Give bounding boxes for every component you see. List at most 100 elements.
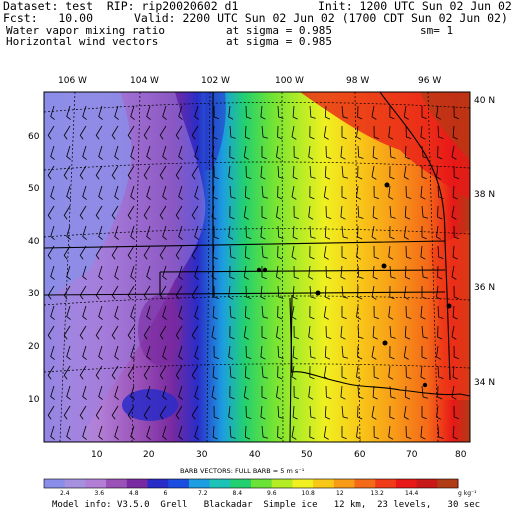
wind-barb xyxy=(451,385,457,400)
wind-barb xyxy=(82,265,87,280)
wind-barb xyxy=(291,365,297,380)
wind-barb xyxy=(308,265,314,280)
wind-barb xyxy=(341,246,347,260)
wind-barb xyxy=(159,165,167,180)
wind-barb xyxy=(357,265,364,279)
wind-barb xyxy=(388,365,394,380)
wind-barb xyxy=(229,245,236,259)
wind-barb xyxy=(162,225,167,240)
wind-barb xyxy=(437,145,443,160)
wind-barb xyxy=(261,386,267,400)
wind-barb xyxy=(453,105,460,120)
grid-y-40: 40 xyxy=(28,237,40,247)
wind-barb xyxy=(212,365,218,380)
wind-barb xyxy=(453,345,460,360)
wind-barb xyxy=(308,325,314,340)
wind-barb xyxy=(143,285,151,300)
wind-barb xyxy=(421,106,427,120)
wind-barb xyxy=(276,205,281,220)
lon-label-100w: 100 W xyxy=(275,76,304,86)
wind-barb xyxy=(371,165,377,180)
colorbar-swatch xyxy=(230,479,252,488)
wind-barb xyxy=(243,205,249,220)
wind-barb xyxy=(389,325,396,339)
wind-barb xyxy=(111,325,119,340)
wind-barb xyxy=(66,345,71,360)
wind-barb xyxy=(309,225,316,239)
wind-barb xyxy=(63,165,71,180)
wind-barb xyxy=(194,305,199,320)
wind-barb xyxy=(162,265,167,280)
wind-barb xyxy=(308,205,314,220)
wind-barb xyxy=(111,125,119,140)
wind-barb xyxy=(114,225,119,240)
wind-barb xyxy=(146,105,151,120)
colorbar-label: 4.8 xyxy=(129,490,139,497)
wind-barb xyxy=(191,405,199,420)
wind-barb xyxy=(277,285,284,299)
wind-barb xyxy=(50,105,55,120)
wind-barb xyxy=(244,185,251,200)
wind-barb xyxy=(47,285,55,300)
field2-level: at sigma = 0.985 xyxy=(226,35,332,48)
wind-barb xyxy=(143,205,151,220)
wind-barb xyxy=(437,185,444,199)
wind-barb xyxy=(453,165,460,180)
wind-barb xyxy=(243,145,249,160)
forecast-label: Fcst: 10.00 xyxy=(3,11,94,25)
wind-barb xyxy=(421,346,427,360)
wind-barb xyxy=(245,105,252,119)
wind-barb xyxy=(277,365,283,380)
wind-barb xyxy=(421,385,429,399)
wind-barb xyxy=(213,285,220,300)
wind-barb xyxy=(436,285,441,300)
wind-barb xyxy=(243,265,249,280)
wind-barb xyxy=(341,126,347,140)
wind-barb xyxy=(63,125,71,140)
colorbar-unit: g kg⁻¹ xyxy=(458,490,477,497)
wind-barb xyxy=(111,405,119,420)
wind-barb xyxy=(421,406,427,420)
wind-barb xyxy=(244,125,251,140)
wind-barb xyxy=(420,425,426,440)
wind-barb xyxy=(291,305,297,320)
wind-barb xyxy=(191,165,199,180)
wind-barb xyxy=(389,285,395,300)
wind-barb xyxy=(436,165,441,180)
wind-barb xyxy=(146,425,151,440)
wind-barb xyxy=(261,425,269,439)
wind-barb xyxy=(291,245,297,260)
wind-barb xyxy=(178,105,183,120)
wind-barb xyxy=(405,185,412,199)
wind-barb xyxy=(127,365,135,380)
wind-barb xyxy=(245,165,252,179)
grid-y-30: 30 xyxy=(28,289,40,299)
wind-barb xyxy=(293,385,300,400)
field1-level: at sigma = 0.985 xyxy=(226,24,332,37)
wind-barb xyxy=(309,105,316,119)
wind-barb xyxy=(211,325,217,340)
lon-label-104w: 104 W xyxy=(130,76,159,86)
wind-barb xyxy=(309,245,315,260)
wind-barb xyxy=(277,105,284,119)
wind-barb xyxy=(66,105,71,120)
wind-barb xyxy=(127,205,135,220)
wind-barb xyxy=(324,345,331,360)
wind-barb xyxy=(357,165,363,180)
wind-barb xyxy=(245,225,252,239)
wind-barb xyxy=(98,425,103,440)
lon-label-96w: 96 W xyxy=(418,76,442,86)
wind-barb xyxy=(114,105,119,120)
colorbar-swatch xyxy=(168,479,190,488)
wind-barb xyxy=(323,365,329,380)
wind-barb xyxy=(453,285,460,300)
wind-barb xyxy=(175,405,183,420)
wind-barb xyxy=(159,285,167,300)
wind-barb xyxy=(371,105,377,120)
wind-barb xyxy=(175,245,183,260)
wind-barb xyxy=(389,145,396,159)
wind-barb xyxy=(79,365,87,380)
wind-barb xyxy=(66,145,71,160)
wind-barb xyxy=(277,185,283,200)
wind-barb xyxy=(82,425,87,440)
